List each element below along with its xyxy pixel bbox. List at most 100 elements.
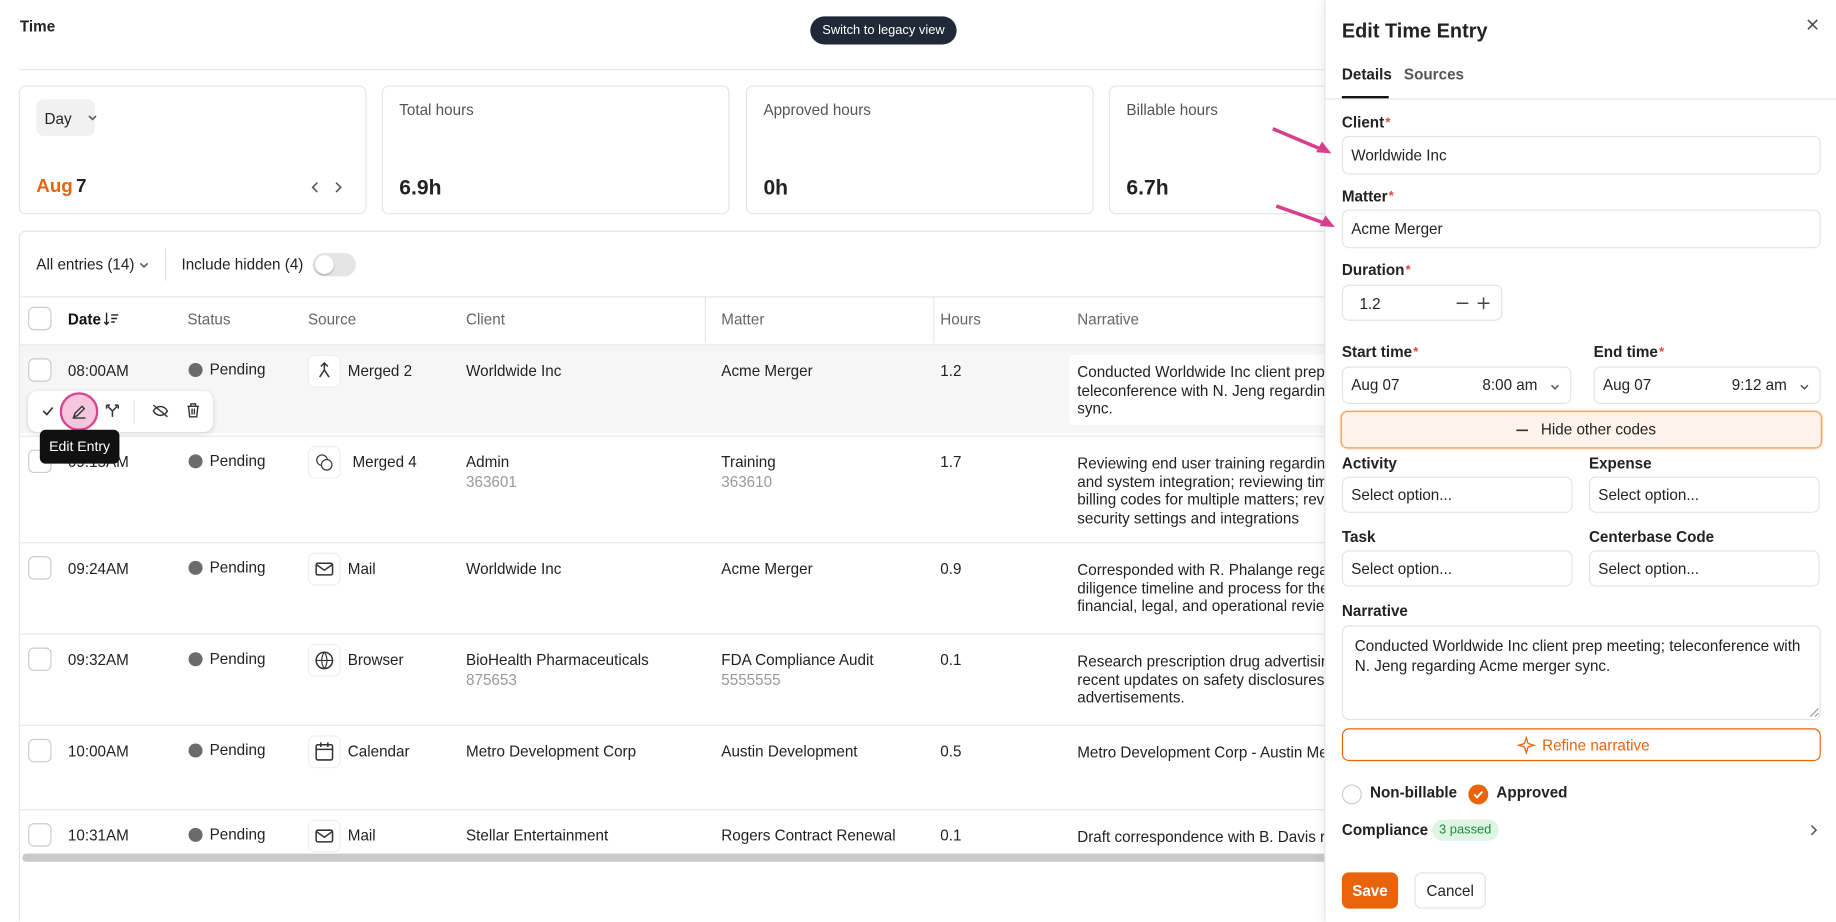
column-header[interactable]: Client [466, 310, 505, 328]
input-value: Select option... [1351, 559, 1452, 577]
source-icon [319, 361, 330, 378]
status-dot [188, 743, 203, 758]
entry-hours: 0.1 [940, 651, 962, 669]
entry-client: Worldwide Inc [466, 559, 562, 578]
field-label: Activity [1341, 454, 1397, 472]
edit-icon[interactable] [71, 404, 86, 419]
checkbox[interactable] [28, 823, 52, 847]
entry-source: Mail [347, 826, 376, 845]
status-dot [188, 454, 203, 469]
entry-source: Merged 4 [352, 453, 417, 471]
field-label: Narrative [1341, 601, 1408, 620]
tab[interactable]: Details [1341, 65, 1392, 84]
increment[interactable] [1477, 297, 1490, 310]
source-icon-box [307, 819, 341, 853]
status-dot [188, 362, 203, 378]
chevron [139, 262, 149, 269]
table-row[interactable] [19, 542, 1332, 634]
period-dropdown[interactable]: Day [36, 99, 95, 136]
input[interactable]: Aug 07 8:00 am [1341, 366, 1572, 404]
input[interactable]: Worldwide Inc [1341, 135, 1821, 175]
input[interactable]: Aug 07 9:12 am [1593, 366, 1821, 404]
cancel-button[interactable]: Cancel [1414, 872, 1486, 909]
input[interactable]: 1.2 [1341, 284, 1503, 321]
h-scrollbar[interactable] [22, 853, 1334, 862]
compliance-label[interactable]: Compliance [1341, 820, 1429, 839]
summary-card: Total hours 6.9h [381, 85, 730, 215]
column-header[interactable]: Matter [721, 310, 765, 328]
field-label: Task [1341, 528, 1376, 546]
entry-narrative: Draft correspondence with B. Davis re [1077, 827, 1334, 846]
annotation-arrow [1275, 204, 1335, 228]
input[interactable]: Select option... [1341, 550, 1573, 587]
check [1473, 790, 1484, 799]
card-label: Approved hours [763, 100, 871, 119]
delete-icon[interactable] [186, 403, 200, 418]
input[interactable]: Select option... [1588, 476, 1820, 513]
status-dot [188, 652, 203, 667]
checkbox[interactable] [28, 556, 52, 580]
column-header[interactable]: Source [307, 310, 357, 328]
source-icon [315, 562, 334, 576]
input[interactable]: Acme Merger [1341, 209, 1821, 249]
tab[interactable]: Sources [1403, 65, 1465, 84]
header-border [19, 296, 1355, 298]
decrement[interactable] [1456, 302, 1469, 305]
entry-narrative: Research prescription drug advertisin re… [1077, 652, 1330, 707]
split-icon[interactable] [105, 404, 120, 418]
column-divider [704, 296, 707, 344]
input[interactable]: Select option... [1341, 476, 1573, 513]
table-row[interactable] [19, 633, 1332, 725]
save-button[interactable]: Save [1341, 872, 1399, 909]
table-row[interactable] [19, 809, 1332, 856]
entry-hours: 1.7 [940, 453, 962, 471]
table-row[interactable] [19, 344, 1339, 434]
prev-day[interactable] [310, 181, 319, 193]
close-icon[interactable] [1807, 19, 1819, 31]
legacy-button[interactable]: Switch to legacy view [810, 16, 957, 45]
next-day[interactable] [334, 181, 343, 193]
input-value: Select option... [1598, 559, 1700, 577]
filter-dropdown[interactable]: All entries (14) [36, 255, 135, 273]
entry-client: Worldwide Inc [466, 361, 562, 380]
checkbox[interactable] [28, 358, 52, 382]
tooltip: Edit Entry [39, 429, 120, 464]
field-label: Expense [1588, 454, 1652, 472]
refine-button[interactable]: Refine narrative [1341, 728, 1821, 762]
entry-matter: Training [721, 453, 776, 471]
date-card: Day Aug 7 [18, 85, 367, 215]
approve-icon[interactable] [42, 406, 54, 416]
toggle-knob [314, 255, 334, 274]
column-header[interactable]: Hours [940, 310, 981, 328]
narrative-text: Conducted Worldwide Inc client prep meet… [1354, 636, 1801, 675]
entry-client: Metro Development Corp [466, 742, 637, 760]
column-header[interactable]: Narrative [1077, 310, 1140, 328]
input-value: Select option... [1598, 485, 1700, 503]
entry-date: 09:24AM [67, 559, 129, 578]
checkbox[interactable] [1341, 784, 1362, 805]
source-icon [316, 454, 333, 471]
checkbox-checked[interactable] [1468, 784, 1489, 805]
toggle[interactable] [312, 252, 356, 277]
hide-icon[interactable] [152, 404, 169, 418]
client-code: 363601 [466, 473, 517, 491]
entry-status: Pending [209, 825, 266, 844]
entry-narrative: Metro Development Corp - Austin Me [1077, 743, 1328, 762]
input[interactable]: Conducted Worldwide Inc client prep meet… [1341, 625, 1821, 721]
sparkle-icon [1516, 735, 1537, 756]
checkbox[interactable] [28, 647, 52, 671]
column-header[interactable]: Date [67, 310, 101, 328]
date-month: Aug [36, 176, 73, 197]
input[interactable]: Select option... [1588, 550, 1820, 587]
annotation-arrow [1272, 127, 1332, 154]
table-row[interactable] [19, 724, 1332, 810]
checkbox[interactable] [28, 738, 52, 763]
expand-icon[interactable] [1810, 824, 1818, 836]
sort-icon [103, 312, 119, 326]
hide-codes-button[interactable]: Hide other codes [1340, 410, 1822, 449]
compliance-badge: 3 passed [1432, 819, 1499, 841]
summary-card: Approved hours 0h [745, 85, 1094, 215]
column-header[interactable]: Status [187, 310, 231, 328]
checkbox[interactable] [28, 306, 52, 331]
table-row[interactable] [19, 435, 1332, 543]
